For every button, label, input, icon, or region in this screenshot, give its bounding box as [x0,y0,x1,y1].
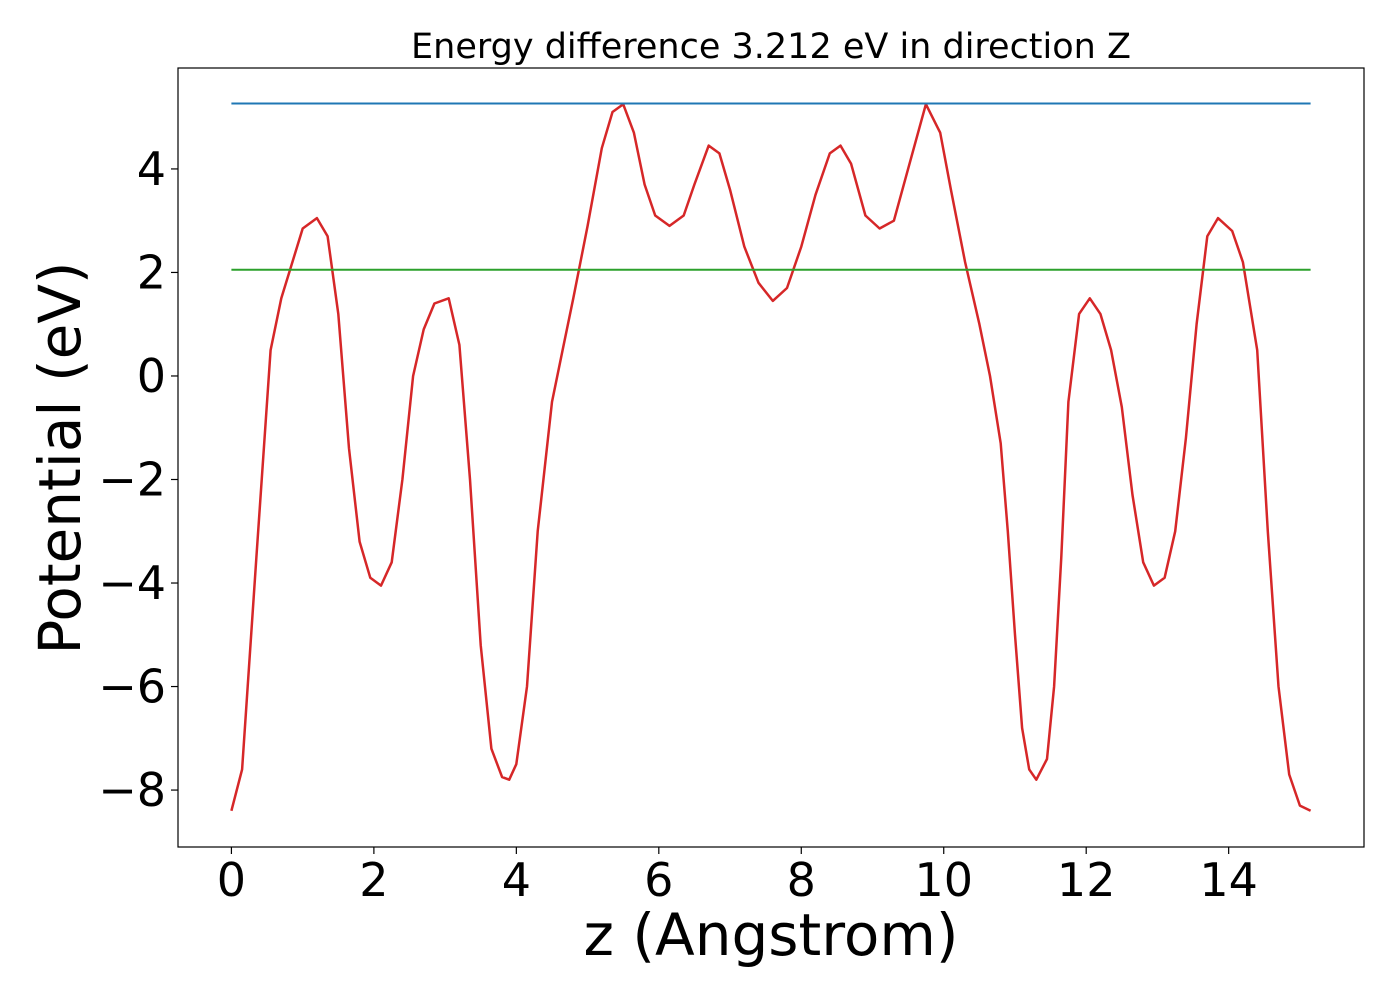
y-tick-label: 0 [137,349,166,403]
y-tick-label: 2 [137,245,166,299]
x-tick-label: 4 [502,853,531,907]
x-axis-ticks: 0 2 4 6 8 10 12 14 [217,847,1258,907]
chart-title: Energy difference 3.212 eV in direction … [411,27,1131,67]
x-tick-label: 0 [217,853,246,907]
x-axis-label: z (Angstrom) [584,901,959,969]
y-tick-label: −8 [98,763,166,817]
y-axis-label: Potential (eV) [26,261,94,654]
x-tick-label: 12 [1057,853,1116,907]
x-tick-label: 14 [1199,853,1258,907]
x-tick-label: 2 [359,853,388,907]
y-tick-label: −2 [98,452,166,506]
y-axis-ticks: −8 −6 −4 −2 0 2 4 [98,142,178,817]
x-tick-label: 10 [914,853,973,907]
potential-curve [230,102,1312,812]
y-tick-label: −6 [98,660,166,714]
plot-frame [177,67,1365,848]
y-tick-label: −4 [98,556,166,610]
plot-lines [230,102,1312,812]
x-tick-label: 6 [644,853,673,907]
y-tick-label: 4 [137,142,166,196]
x-tick-label: 8 [787,853,816,907]
